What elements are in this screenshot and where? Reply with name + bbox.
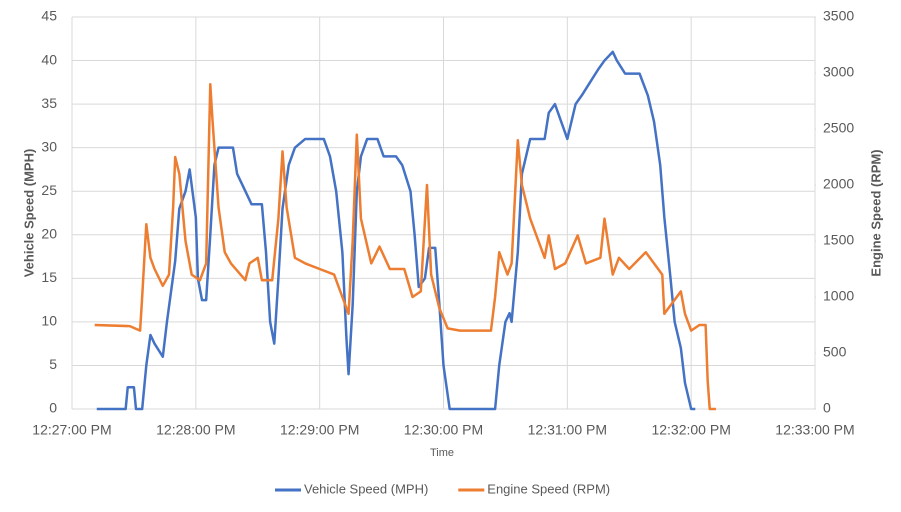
- y-axis-title: Vehicle Speed (MPH): [21, 149, 36, 278]
- x-tick-label: 12:31:00 PM: [528, 422, 607, 438]
- y2-tick-label: 3500: [823, 8, 854, 24]
- x-axis-title: Time: [430, 447, 454, 459]
- y2-tick-label: 1000: [823, 288, 854, 304]
- series-line: [96, 50, 696, 411]
- legend-label: Engine Speed (RPM): [487, 481, 610, 496]
- y-tick-label: 45: [41, 8, 57, 24]
- y2-tick-label: 0: [823, 400, 831, 416]
- x-tick-label: 12:29:00 PM: [280, 422, 359, 438]
- x-tick-label: 12:27:00 PM: [32, 422, 111, 438]
- y-tick-label: 0: [49, 400, 57, 416]
- x-tick-label: 12:28:00 PM: [156, 422, 235, 438]
- y2-axis-title: Engine Speed (RPM): [868, 149, 883, 276]
- x-tick-label: 12:32:00 PM: [651, 422, 730, 438]
- y2-tick-label: 2500: [823, 120, 854, 136]
- y2-tick-label: 3000: [823, 64, 854, 80]
- y-tick-label: 10: [41, 313, 57, 329]
- y-tick-label: 25: [41, 182, 57, 198]
- y-tick-label: 5: [49, 356, 57, 372]
- y-tick-label: 15: [41, 269, 57, 285]
- y2-tick-label: 1500: [823, 232, 854, 248]
- x-tick-label: 12:30:00 PM: [404, 422, 483, 438]
- y2-tick-label: 2000: [823, 176, 854, 192]
- legend-label: Vehicle Speed (MPH): [304, 481, 428, 496]
- x-tick-label: 12:33:00 PM: [775, 422, 854, 438]
- y-tick-label: 40: [41, 51, 57, 67]
- series-line: [94, 82, 716, 411]
- y2-tick-label: 500: [823, 344, 847, 360]
- y-tick-label: 20: [41, 225, 57, 241]
- y-tick-label: 35: [41, 95, 57, 111]
- y-tick-label: 30: [41, 138, 57, 154]
